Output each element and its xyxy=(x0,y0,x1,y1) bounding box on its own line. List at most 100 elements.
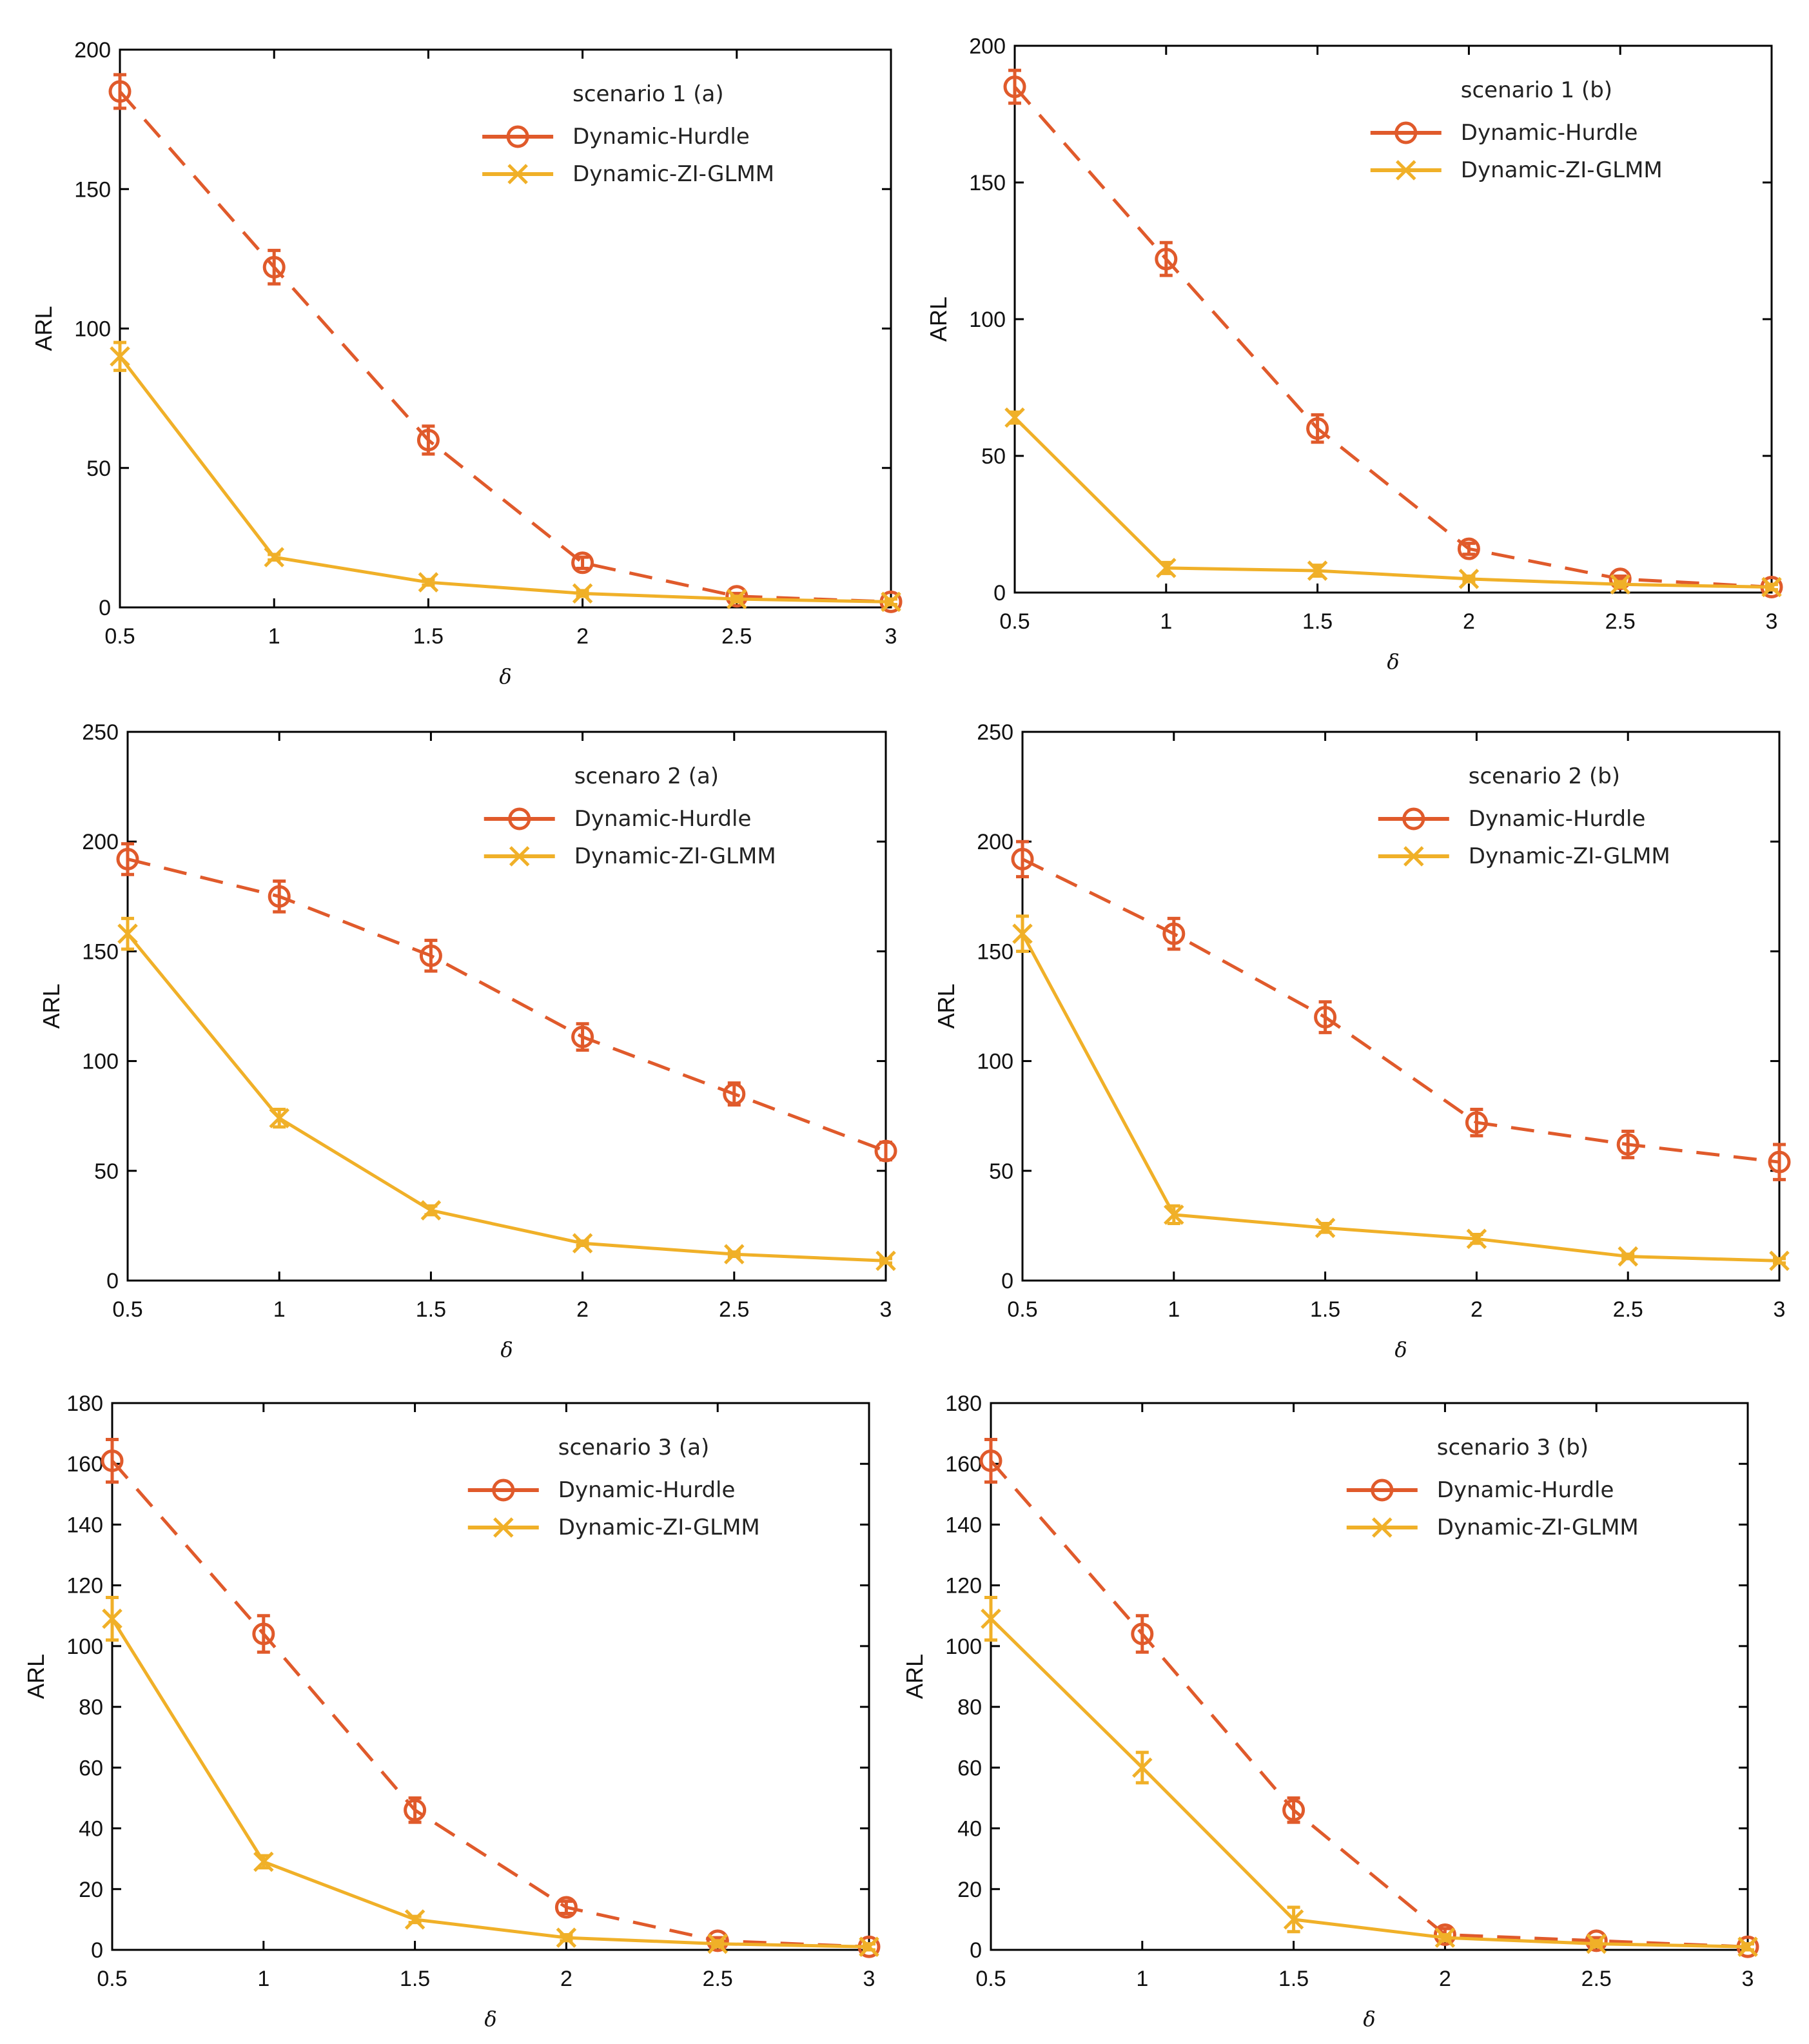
data-point-circle xyxy=(1768,1150,1791,1174)
data-point-x xyxy=(1307,560,1328,581)
legend: scenario 1 (b) Dynamic-Hurdle Dynamic-ZI-G… xyxy=(1370,77,1663,183)
legend-label: Dynamic-Hurdle xyxy=(1469,806,1646,832)
data-point-circle xyxy=(1457,537,1480,560)
y-tick-label: 180 xyxy=(66,1391,103,1416)
x-tick-label: 2 xyxy=(1471,1297,1483,1322)
x-axis-label: δ xyxy=(1387,649,1399,674)
data-point-x xyxy=(1769,1250,1790,1272)
series-line xyxy=(1021,858,1780,1164)
y-tick-label: 100 xyxy=(74,317,111,342)
data-point-x xyxy=(1156,558,1177,578)
y-tick-label: 100 xyxy=(945,1635,982,1659)
data-point-x xyxy=(1315,1217,1336,1239)
series-dynamic-zi-glmm xyxy=(110,340,901,613)
data-point-circle xyxy=(419,944,442,967)
x-tick-label: 1.5 xyxy=(413,624,444,649)
legend: scenario 3 (a) Dynamic-Hurdle Dynamic-ZI-G… xyxy=(467,1435,760,1540)
x-tick-label: 3 xyxy=(1742,1967,1754,1991)
legend-label: Dynamic-Hurdle xyxy=(558,1477,736,1503)
x-tick-label: 1.5 xyxy=(1302,609,1333,634)
y-tick-label: 50 xyxy=(981,444,1006,469)
data-point-circle xyxy=(1162,922,1186,945)
legend: scenario 2 (b) Dynamic-Hurdle Dynamic-ZI-G… xyxy=(1378,763,1670,869)
data-point-circle xyxy=(1282,1798,1305,1822)
plot-frame xyxy=(126,731,887,1282)
series-dynamic-hurdle xyxy=(116,842,897,1163)
series-dynamic-zi-glmm xyxy=(981,1596,1758,1958)
error-bar xyxy=(1462,542,1476,556)
data-point-circle xyxy=(262,255,286,279)
y-tick-label: 20 xyxy=(957,1878,982,1902)
data-point-x xyxy=(110,346,130,367)
legend-title: scenario 3 (b) xyxy=(1437,1435,1589,1460)
y-tick-label: 250 xyxy=(82,720,119,745)
y-tick-label: 100 xyxy=(969,308,1006,332)
series-dynamic-zi-glmm xyxy=(117,916,896,1272)
legend-x-icon xyxy=(509,846,530,867)
legend-circle-icon xyxy=(492,1479,515,1502)
data-point-circle xyxy=(1585,1929,1608,1952)
legend-label: Dynamic-Hurdle xyxy=(574,806,752,832)
data-point-x xyxy=(572,1233,593,1253)
y-tick-label: 160 xyxy=(66,1452,103,1477)
series-line xyxy=(127,858,886,1153)
y-tick-label: 80 xyxy=(79,1695,103,1720)
y-tick-label: 50 xyxy=(86,457,111,481)
y-tick-label: 200 xyxy=(969,34,1006,59)
series-line xyxy=(990,1617,1748,1949)
y-tick-label: 0 xyxy=(970,1938,982,1963)
x-tick-label: 3 xyxy=(863,1967,875,1991)
data-point-circle xyxy=(571,551,594,575)
legend-label: Dynamic-ZI-GLMM xyxy=(1437,1515,1639,1540)
error-bar xyxy=(1135,1614,1149,1654)
data-point-circle xyxy=(116,847,139,870)
x-tick-label: 2.5 xyxy=(1581,1967,1612,1991)
y-axis-label: ARL xyxy=(925,297,952,342)
data-point-x xyxy=(1458,569,1480,589)
data-point-circle xyxy=(101,1449,124,1473)
x-tick-label: 2.5 xyxy=(721,624,752,649)
data-point-x xyxy=(1164,1204,1184,1225)
series-line xyxy=(1013,416,1772,589)
data-point-circle xyxy=(979,1449,1002,1473)
error-bar xyxy=(879,1141,892,1162)
legend-label: Dynamic-ZI-GLMM xyxy=(1461,157,1663,183)
y-tick-label: 0 xyxy=(1001,1269,1013,1293)
data-point-circle xyxy=(404,1798,427,1822)
x-tick-label: 0.5 xyxy=(97,1967,127,1991)
x-tick-label: 3 xyxy=(885,624,897,649)
y-tick-label: 0 xyxy=(106,1269,119,1293)
x-axis-label: δ xyxy=(484,2007,496,2031)
legend-label: Dynamic-Hurdle xyxy=(1461,120,1638,146)
x-tick-label: 2 xyxy=(560,1967,572,1991)
data-point-circle xyxy=(1131,1622,1154,1646)
y-tick-label: 200 xyxy=(74,38,111,63)
legend-circle-icon xyxy=(1394,121,1418,144)
x-axis-label: δ xyxy=(1394,1337,1407,1362)
data-point-x xyxy=(1737,1936,1758,1958)
data-point-circle xyxy=(1616,1133,1639,1156)
error-bar xyxy=(1016,840,1029,879)
x-tick-label: 0.5 xyxy=(112,1297,142,1322)
y-tick-label: 50 xyxy=(94,1159,119,1184)
y-tick-label: 80 xyxy=(957,1695,982,1720)
x-tick-label: 1 xyxy=(1168,1297,1180,1322)
x-tick-label: 0.5 xyxy=(975,1967,1006,1991)
y-tick-label: 200 xyxy=(82,830,119,854)
data-point-circle xyxy=(571,1025,594,1048)
legend-label: Dynamic-ZI-GLMM xyxy=(1469,843,1670,869)
legend-x-icon xyxy=(1372,1517,1393,1538)
data-point-x xyxy=(1610,574,1630,595)
chart-panel-6: 0 20 40 60 80 100 120 140 160 180 0.5 1 1.5 2 2.5 3 δ ARL… xyxy=(901,1391,1759,2031)
data-point-x xyxy=(253,1851,274,1872)
data-point-x xyxy=(418,572,439,593)
y-tick-label: 0 xyxy=(99,596,111,620)
y-tick-label: 40 xyxy=(957,1817,982,1842)
legend-label: Dynamic-ZI-GLMM xyxy=(558,1515,760,1540)
data-point-x xyxy=(1618,1246,1638,1267)
data-point-x xyxy=(264,547,284,567)
x-tick-label: 1.5 xyxy=(1278,1967,1309,1991)
legend-label: Dynamic-Hurdle xyxy=(572,124,750,150)
y-tick-label: 250 xyxy=(977,720,1013,745)
legend-circle-icon xyxy=(1402,807,1425,830)
